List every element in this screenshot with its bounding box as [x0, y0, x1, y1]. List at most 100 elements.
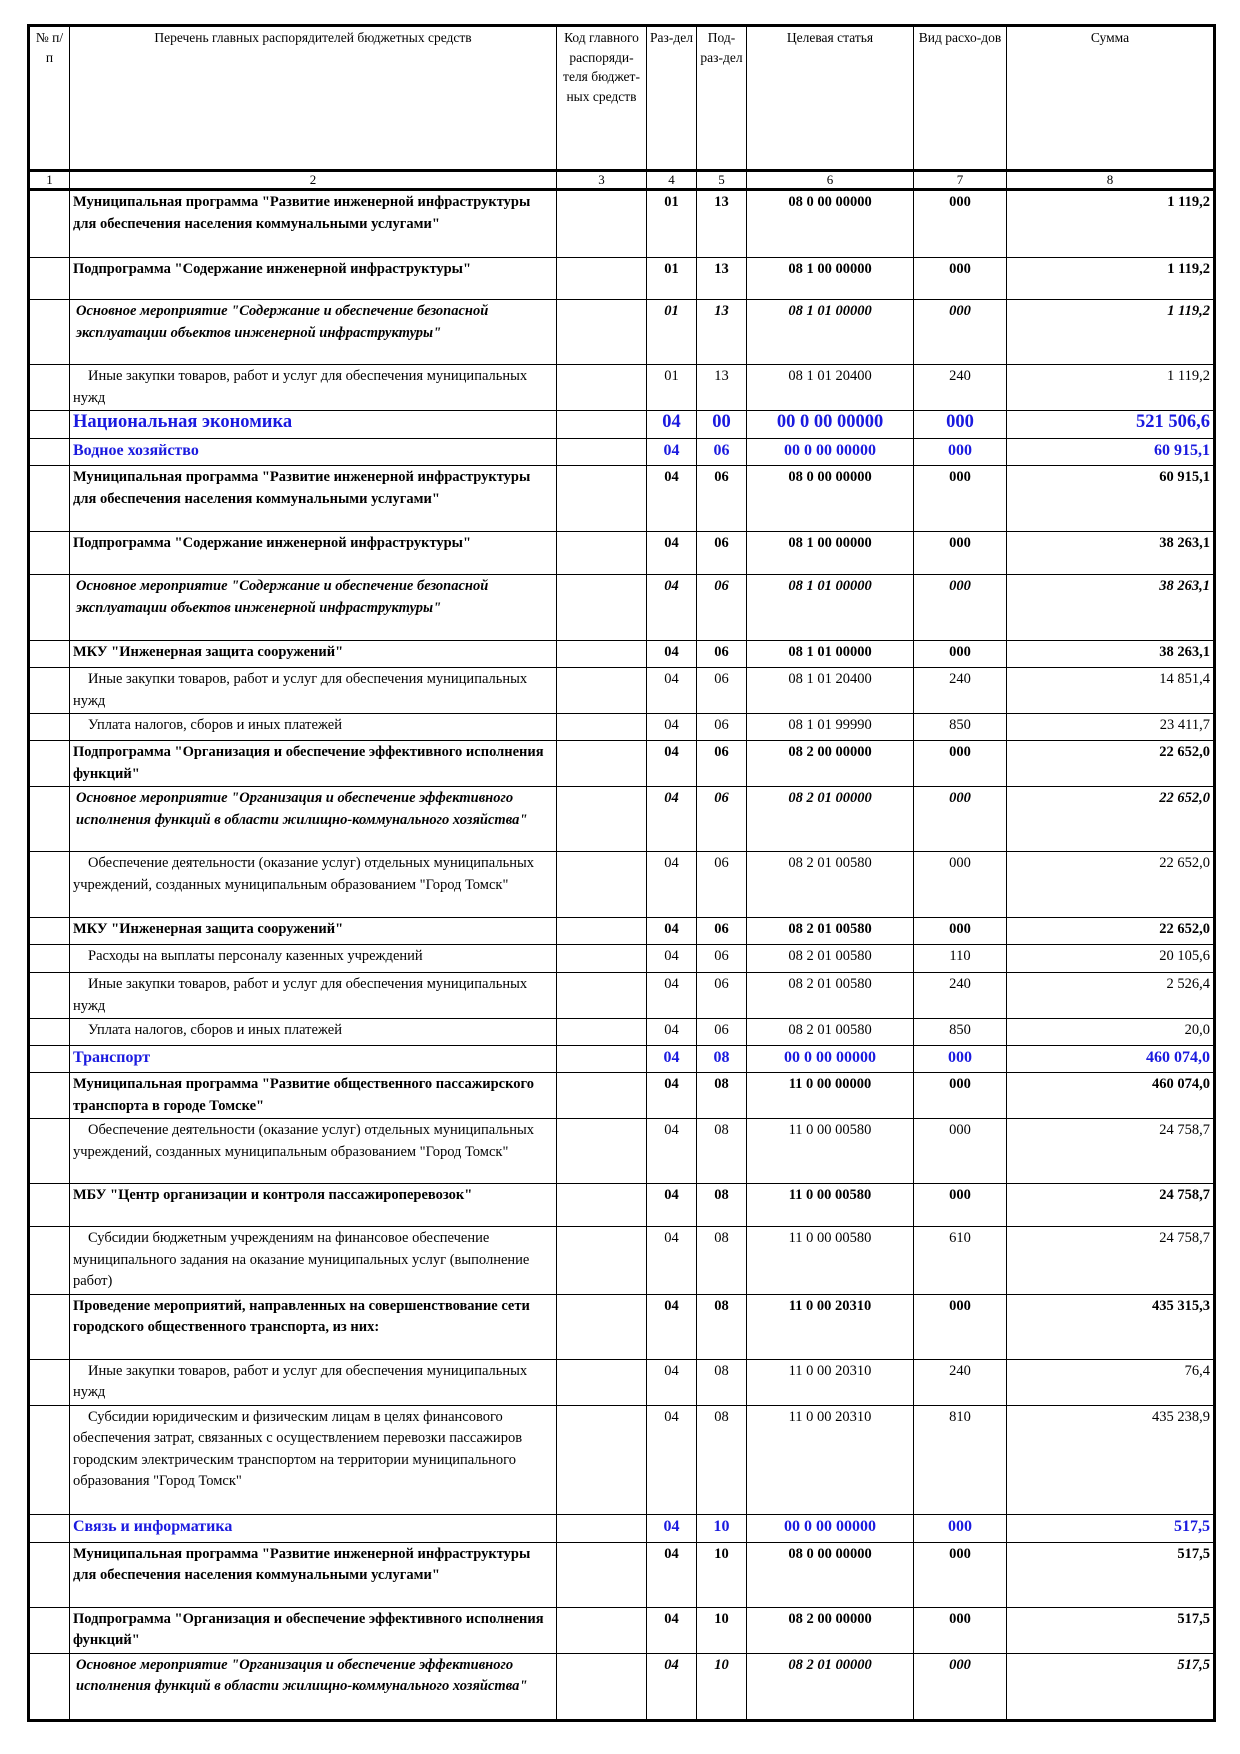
row-type: 000 [913, 574, 1007, 641]
row-name: Субсидии юридическим и физическим лицам … [69, 1404, 557, 1515]
row-code [556, 640, 647, 668]
row-code [556, 189, 647, 258]
row-section: 04 [646, 944, 697, 973]
row-name: Муниципальная программа "Развитие общест… [69, 1072, 557, 1119]
table-row: МБУ "Центр организации и контроля пассаж… [27, 1183, 1215, 1227]
row-type: 000 [913, 531, 1007, 575]
table-row: МКУ "Инженерная защита сооружений" 04 06 08… [27, 640, 1215, 668]
row-target: 00 0 00 00000 [746, 1513, 914, 1543]
row-section: 04 [646, 1183, 697, 1227]
row-type: 000 [913, 410, 1007, 439]
row-section: 04 [646, 786, 697, 852]
row-code [556, 667, 647, 714]
row-code [556, 786, 647, 852]
row-number [27, 364, 70, 411]
header-sum: Сумма [1006, 24, 1215, 171]
row-subsection: 13 [696, 364, 747, 411]
row-name: Подпрограмма "Содержание инженерной инфр… [69, 531, 557, 575]
row-subsection: 06 [696, 713, 747, 741]
row-section: 04 [646, 1606, 697, 1654]
table-row: Субсидии бюджетным учреждениям на финанс… [27, 1226, 1215, 1295]
row-type: 000 [913, 1072, 1007, 1119]
row-target: 08 1 01 99990 [746, 713, 914, 741]
row-subsection: 06 [696, 640, 747, 668]
row-number [27, 740, 70, 787]
row-code [556, 410, 647, 439]
row-number [27, 667, 70, 714]
row-section: 04 [646, 740, 697, 787]
header-name: Перечень главных распорядителей бюджетны… [69, 24, 557, 171]
row-code [556, 1606, 647, 1654]
row-name: Муниципальная программа "Развитие инжене… [69, 1541, 557, 1608]
row-target: 08 0 00 00000 [746, 465, 914, 532]
column-number: 7 [913, 169, 1007, 191]
row-section: 01 [646, 299, 697, 365]
row-type: 000 [913, 740, 1007, 787]
row-type: 240 [913, 1358, 1007, 1406]
table-row: Иные закупки товаров, работ и услуг для … [27, 1358, 1215, 1406]
row-type: 240 [913, 972, 1007, 1019]
column-number: 5 [696, 169, 747, 191]
row-type: 000 [913, 917, 1007, 945]
row-type: 000 [913, 1045, 1007, 1073]
table-row: Основное мероприятие "Организация и обес… [27, 1652, 1215, 1721]
row-name: Транспорт [69, 1045, 557, 1073]
row-name: Основное мероприятие "Организация и обес… [69, 1652, 557, 1721]
row-subsection: 08 [696, 1045, 747, 1073]
row-sum: 24 758,7 [1006, 1118, 1215, 1184]
row-code [556, 1018, 647, 1046]
row-sum: 22 652,0 [1006, 917, 1215, 945]
table-body: Муниципальная программа "Развитие инжене… [27, 189, 1215, 1721]
row-code [556, 531, 647, 575]
header-code: Код главного распоряди-теля бюджет-ных с… [556, 24, 647, 171]
table-row: Подпрограмма "Организация и обеспечение … [27, 1606, 1215, 1654]
row-code [556, 1513, 647, 1543]
row-section: 04 [646, 574, 697, 641]
row-target: 00 0 00 00000 [746, 1045, 914, 1073]
table-row: Муниципальная программа "Развитие инжене… [27, 1541, 1215, 1608]
row-target: 08 1 00 00000 [746, 257, 914, 300]
row-subsection: 06 [696, 917, 747, 945]
column-number: 4 [646, 169, 697, 191]
row-number [27, 640, 70, 668]
row-code [556, 465, 647, 532]
row-target: 08 2 01 00580 [746, 917, 914, 945]
row-section: 04 [646, 1513, 697, 1543]
row-code [556, 713, 647, 741]
row-target: 08 2 01 00580 [746, 851, 914, 918]
row-subsection: 06 [696, 851, 747, 918]
header-section: Раз-дел [646, 24, 697, 171]
row-target: 08 0 00 00000 [746, 1541, 914, 1608]
row-type: 000 [913, 1118, 1007, 1184]
row-target: 08 2 00 00000 [746, 1606, 914, 1654]
row-sum: 22 652,0 [1006, 786, 1215, 852]
row-number [27, 465, 70, 532]
row-sum: 517,5 [1006, 1541, 1215, 1608]
row-name: Подпрограмма "Содержание инженерной инфр… [69, 257, 557, 300]
row-sum: 1 119,2 [1006, 189, 1215, 258]
row-number [27, 1358, 70, 1406]
row-sum: 23 411,7 [1006, 713, 1215, 741]
row-subsection: 06 [696, 944, 747, 973]
row-subsection: 10 [696, 1513, 747, 1543]
row-target: 11 0 00 00000 [746, 1072, 914, 1119]
row-type: 000 [913, 851, 1007, 918]
row-number [27, 786, 70, 852]
row-section: 01 [646, 257, 697, 300]
header-target: Целевая статья [746, 24, 914, 171]
row-number [27, 944, 70, 973]
row-type: 610 [913, 1226, 1007, 1295]
row-name: Иные закупки товаров, работ и услуг для … [69, 972, 557, 1019]
row-code [556, 1226, 647, 1295]
row-type: 110 [913, 944, 1007, 973]
row-number [27, 1183, 70, 1227]
table-row: Муниципальная программа "Развитие инжене… [27, 189, 1215, 258]
row-sum: 24 758,7 [1006, 1226, 1215, 1295]
row-target: 08 1 01 20400 [746, 667, 914, 714]
row-sum: 435 315,3 [1006, 1293, 1215, 1360]
row-section: 04 [646, 1045, 697, 1073]
row-number [27, 189, 70, 258]
row-type: 850 [913, 1018, 1007, 1046]
row-code [556, 364, 647, 411]
row-section: 04 [646, 640, 697, 668]
